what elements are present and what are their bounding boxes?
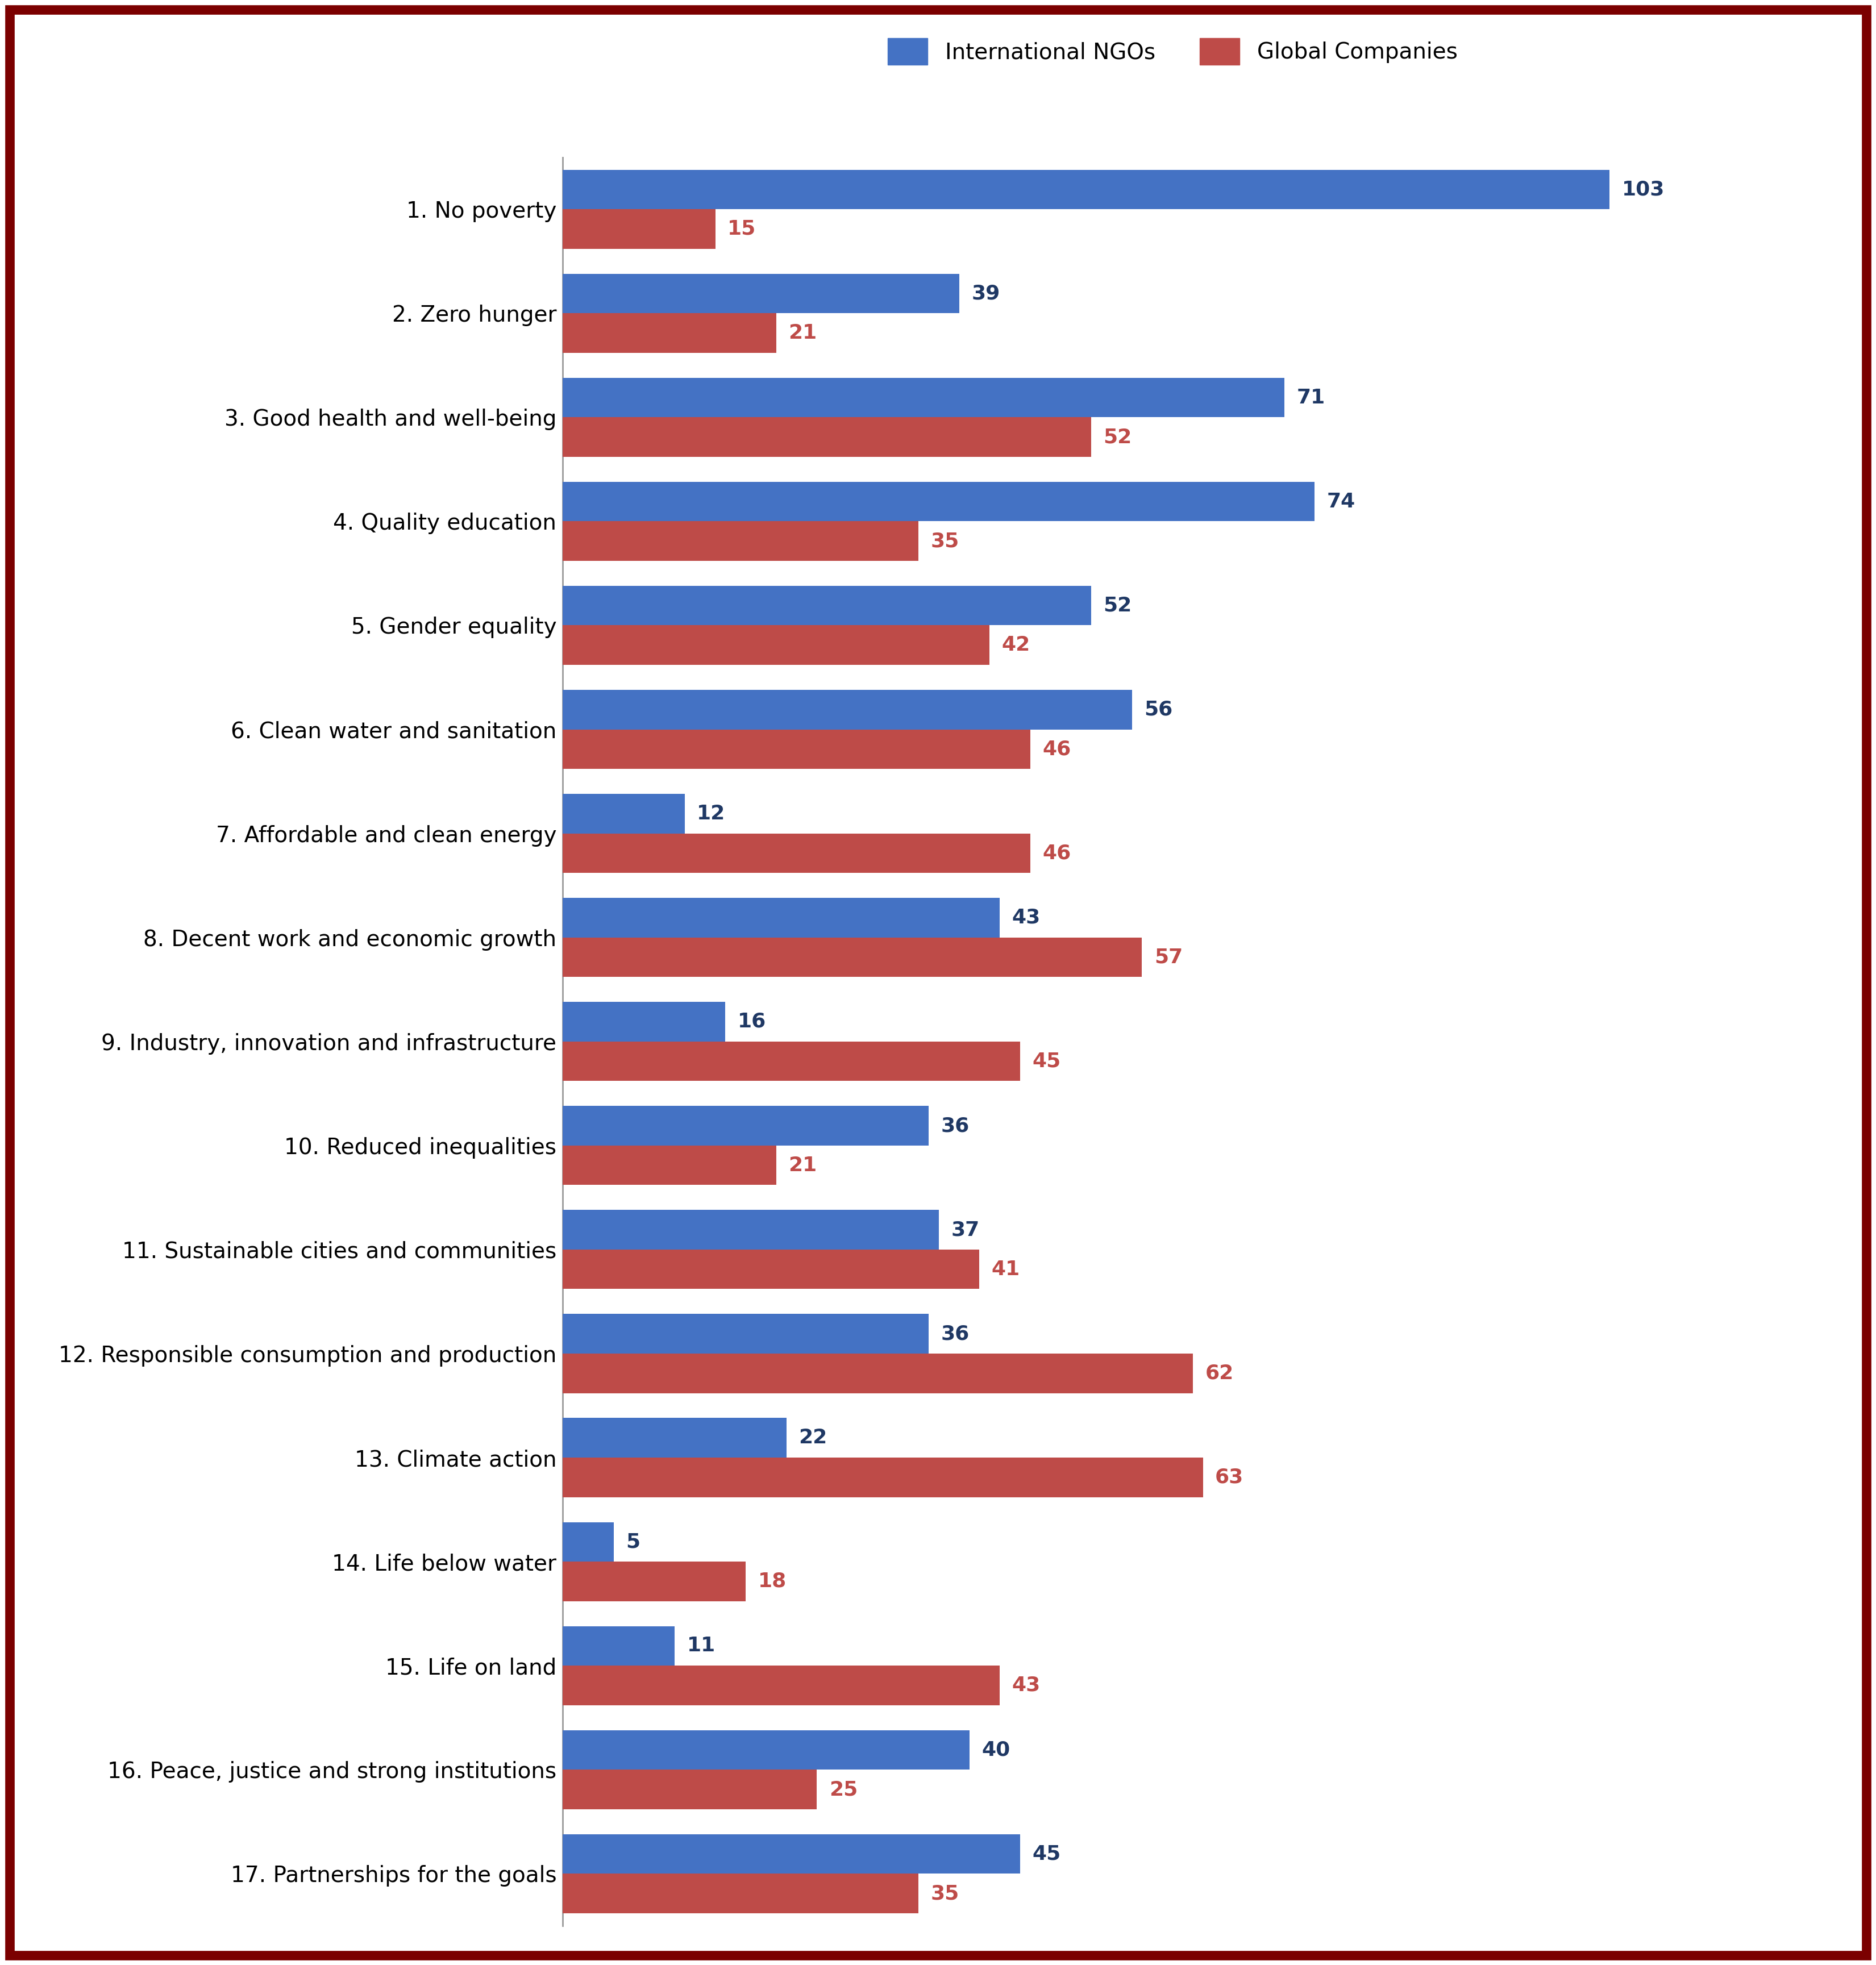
Bar <box>563 1041 1021 1081</box>
Text: 74: 74 <box>1326 491 1356 511</box>
Bar <box>563 1666 1000 1706</box>
Text: 40: 40 <box>981 1741 1009 1759</box>
Bar <box>563 1729 970 1770</box>
Bar <box>563 833 1030 872</box>
Bar <box>563 417 1092 456</box>
Bar <box>563 312 777 354</box>
Bar <box>563 1354 1193 1393</box>
Text: 56: 56 <box>1144 700 1172 719</box>
Text: 42: 42 <box>1002 635 1030 654</box>
Bar <box>563 1146 777 1185</box>
Text: 46: 46 <box>1043 843 1071 863</box>
Bar <box>563 1875 919 1914</box>
Text: 18: 18 <box>758 1572 786 1592</box>
Text: 41: 41 <box>992 1260 1021 1279</box>
Text: 46: 46 <box>1043 739 1071 758</box>
Bar <box>563 1106 929 1146</box>
Text: 43: 43 <box>1011 908 1041 927</box>
Bar <box>563 1458 1203 1497</box>
Bar <box>563 273 959 312</box>
Text: 36: 36 <box>940 1116 970 1136</box>
Bar <box>563 586 1092 625</box>
Text: 37: 37 <box>951 1220 979 1240</box>
Bar <box>563 1419 786 1458</box>
Bar <box>563 690 1131 729</box>
Bar <box>563 1250 979 1289</box>
Bar <box>563 1770 816 1810</box>
Text: 71: 71 <box>1296 387 1324 407</box>
Bar <box>563 1833 1021 1875</box>
Bar <box>563 481 1315 521</box>
Legend: International NGOs, Global Companies: International NGOs, Global Companies <box>876 28 1469 77</box>
Text: 39: 39 <box>972 283 1000 303</box>
Text: 57: 57 <box>1154 947 1182 967</box>
Text: 21: 21 <box>788 324 816 342</box>
Bar <box>563 1002 726 1041</box>
Text: 52: 52 <box>1103 595 1131 615</box>
Bar <box>563 794 685 833</box>
Bar <box>563 1210 938 1250</box>
Text: 25: 25 <box>829 1780 857 1800</box>
Text: 43: 43 <box>1011 1676 1041 1696</box>
Text: 52: 52 <box>1103 426 1131 446</box>
Bar <box>563 625 989 664</box>
Text: 62: 62 <box>1204 1364 1234 1383</box>
Bar <box>563 1523 613 1562</box>
Text: 35: 35 <box>930 1884 959 1904</box>
Bar <box>563 729 1030 768</box>
Text: 15: 15 <box>728 220 756 238</box>
Bar <box>563 937 1142 977</box>
Bar <box>563 521 919 560</box>
Bar <box>563 1627 675 1666</box>
Bar <box>563 1315 929 1354</box>
Text: 35: 35 <box>930 531 959 550</box>
Text: 22: 22 <box>799 1429 827 1448</box>
Bar <box>563 1562 745 1601</box>
Text: 63: 63 <box>1216 1468 1244 1488</box>
Bar <box>563 377 1285 417</box>
Text: 5: 5 <box>627 1533 640 1552</box>
Text: 45: 45 <box>1032 1051 1060 1071</box>
Text: 11: 11 <box>687 1637 715 1656</box>
Text: 16: 16 <box>737 1012 765 1032</box>
Text: 103: 103 <box>1621 179 1664 198</box>
Text: 36: 36 <box>940 1324 970 1344</box>
Bar <box>563 169 1610 208</box>
Bar <box>563 208 715 250</box>
Text: 21: 21 <box>788 1155 816 1175</box>
Bar <box>563 898 1000 937</box>
Text: 45: 45 <box>1032 1845 1060 1863</box>
Text: 12: 12 <box>696 804 726 823</box>
